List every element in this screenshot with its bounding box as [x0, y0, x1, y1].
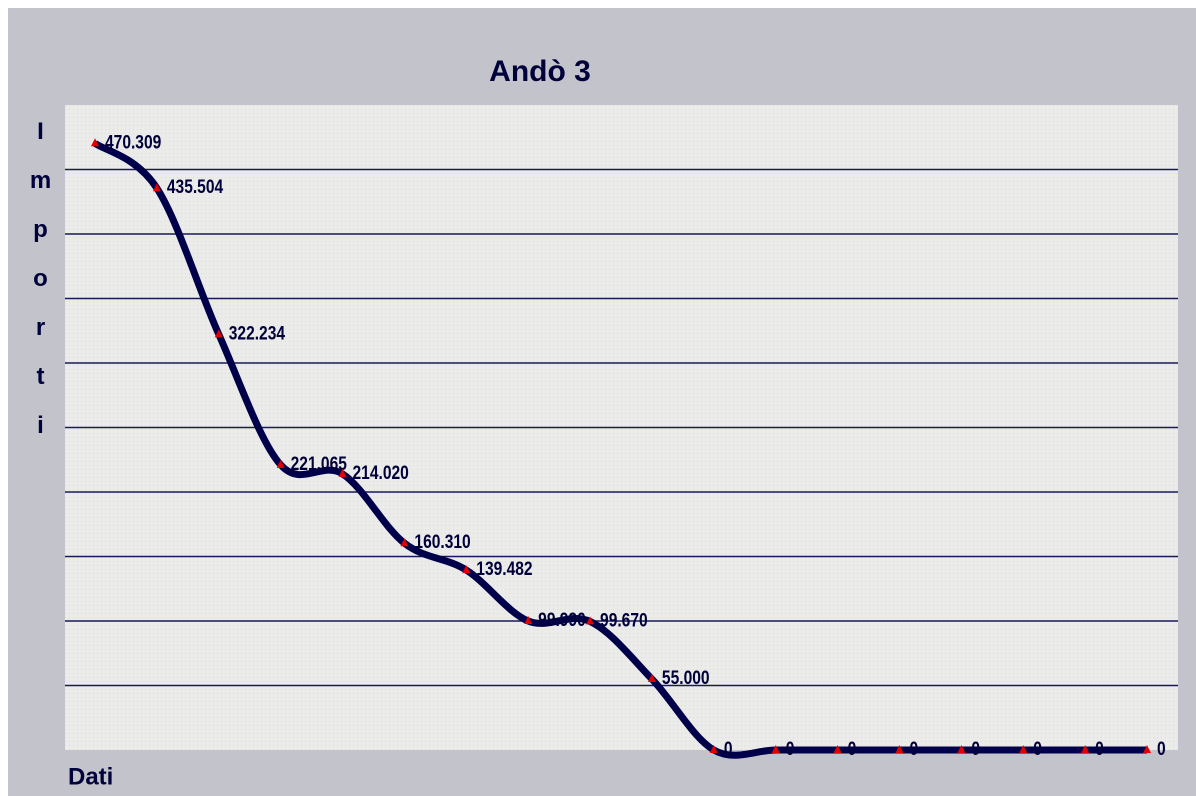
y-axis-label: Importi: [27, 118, 54, 461]
data-label: 0: [1157, 738, 1166, 760]
data-label: 221.065: [291, 452, 348, 474]
data-label: 160.310: [414, 531, 470, 553]
data-label: 0: [848, 738, 857, 760]
marker: [709, 745, 718, 753]
data-label: 470.309: [105, 131, 162, 153]
marker: [647, 674, 656, 683]
data-label: 0: [786, 738, 795, 760]
marker: [1081, 745, 1090, 753]
chart-title: Andò 3: [489, 55, 591, 88]
marker: [91, 138, 99, 147]
marker: [338, 468, 347, 477]
marker: [771, 745, 780, 753]
marker: [1143, 745, 1151, 753]
marker: [400, 538, 409, 547]
marker: [957, 745, 966, 753]
marker: [276, 459, 285, 468]
data-label: 322.234: [229, 322, 286, 344]
data-label: 0: [909, 738, 918, 760]
marker: [152, 183, 161, 192]
line: [92, 140, 1147, 759]
data-label: 214.020: [353, 461, 409, 483]
x-axis-label: Dati: [68, 763, 113, 790]
data-label: 0: [724, 738, 733, 760]
marker: [895, 745, 904, 753]
marker: [833, 745, 842, 753]
data-label: 139.482: [476, 558, 532, 580]
data-label: 0: [971, 738, 980, 760]
marker: [1019, 745, 1028, 753]
data-label: 435.504: [167, 176, 224, 198]
data-label: 99.670: [600, 609, 648, 631]
marker: [586, 616, 595, 625]
data-label: 99.990: [538, 609, 586, 631]
data-label: 55.000: [662, 667, 710, 689]
marker: [462, 565, 471, 574]
marker: [214, 329, 223, 338]
data-label: 0: [1095, 738, 1104, 760]
marker: [524, 616, 533, 625]
data-label: 0: [1033, 738, 1042, 760]
